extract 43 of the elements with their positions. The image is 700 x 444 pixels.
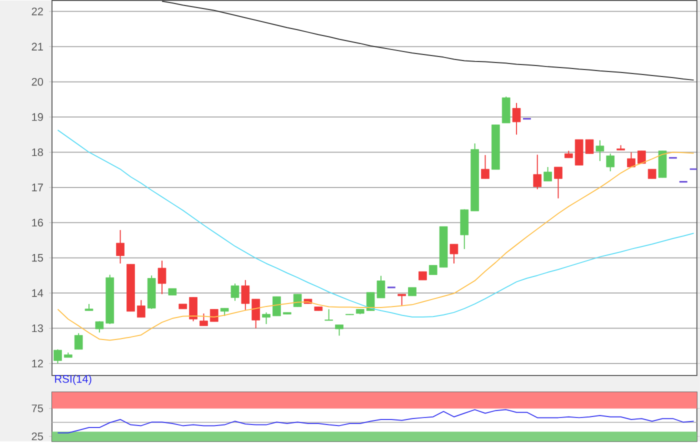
candlestick — [544, 166, 552, 182]
chart-title: RSI(14) — [55, 374, 92, 386]
candlestick — [189, 296, 198, 322]
candlestick — [481, 154, 490, 180]
candlestick — [136, 300, 146, 318]
y-tick-label: 12 — [32, 360, 43, 368]
candlestick — [252, 298, 260, 329]
candlestick — [272, 296, 281, 317]
candlestick — [398, 294, 406, 306]
candlestick — [210, 308, 218, 322]
y-tick-label: 75 — [32, 404, 44, 412]
candlestick — [116, 230, 124, 264]
candlestick — [54, 349, 62, 364]
y-tick-label: 17 — [32, 184, 43, 192]
candlestick — [200, 313, 208, 327]
y-tick-label: 18 — [32, 148, 43, 156]
candlestick — [637, 150, 646, 164]
candlestick — [324, 308, 333, 322]
y-tick-label: 16 — [32, 218, 43, 227]
candlestick — [262, 312, 270, 325]
candlestick — [335, 324, 344, 336]
candlestick — [554, 166, 562, 200]
candlestick — [627, 152, 636, 168]
candlestick — [512, 102, 521, 136]
y-tick-label: 22 — [32, 8, 43, 16]
y-tick-label: 13 — [32, 324, 43, 332]
candlestick — [596, 140, 604, 162]
candlestick — [95, 320, 104, 334]
candlestick — [74, 332, 83, 350]
y-tick-label: 25 — [32, 432, 44, 440]
candlestick — [230, 283, 240, 302]
y-tick-label: 15 — [32, 254, 44, 262]
candlestick — [606, 153, 615, 172]
y-tick-label: 21 — [32, 43, 43, 51]
y-tick-label: 14 — [32, 290, 44, 298]
candlestick — [648, 168, 656, 180]
candlestick — [293, 294, 302, 308]
y-tick-label: 20 — [32, 78, 44, 86]
candlestick — [241, 280, 250, 311]
candlestick — [533, 154, 542, 190]
y-tick-label: 19 — [32, 113, 43, 122]
candlestick — [450, 244, 458, 264]
candlestick — [158, 260, 166, 295]
